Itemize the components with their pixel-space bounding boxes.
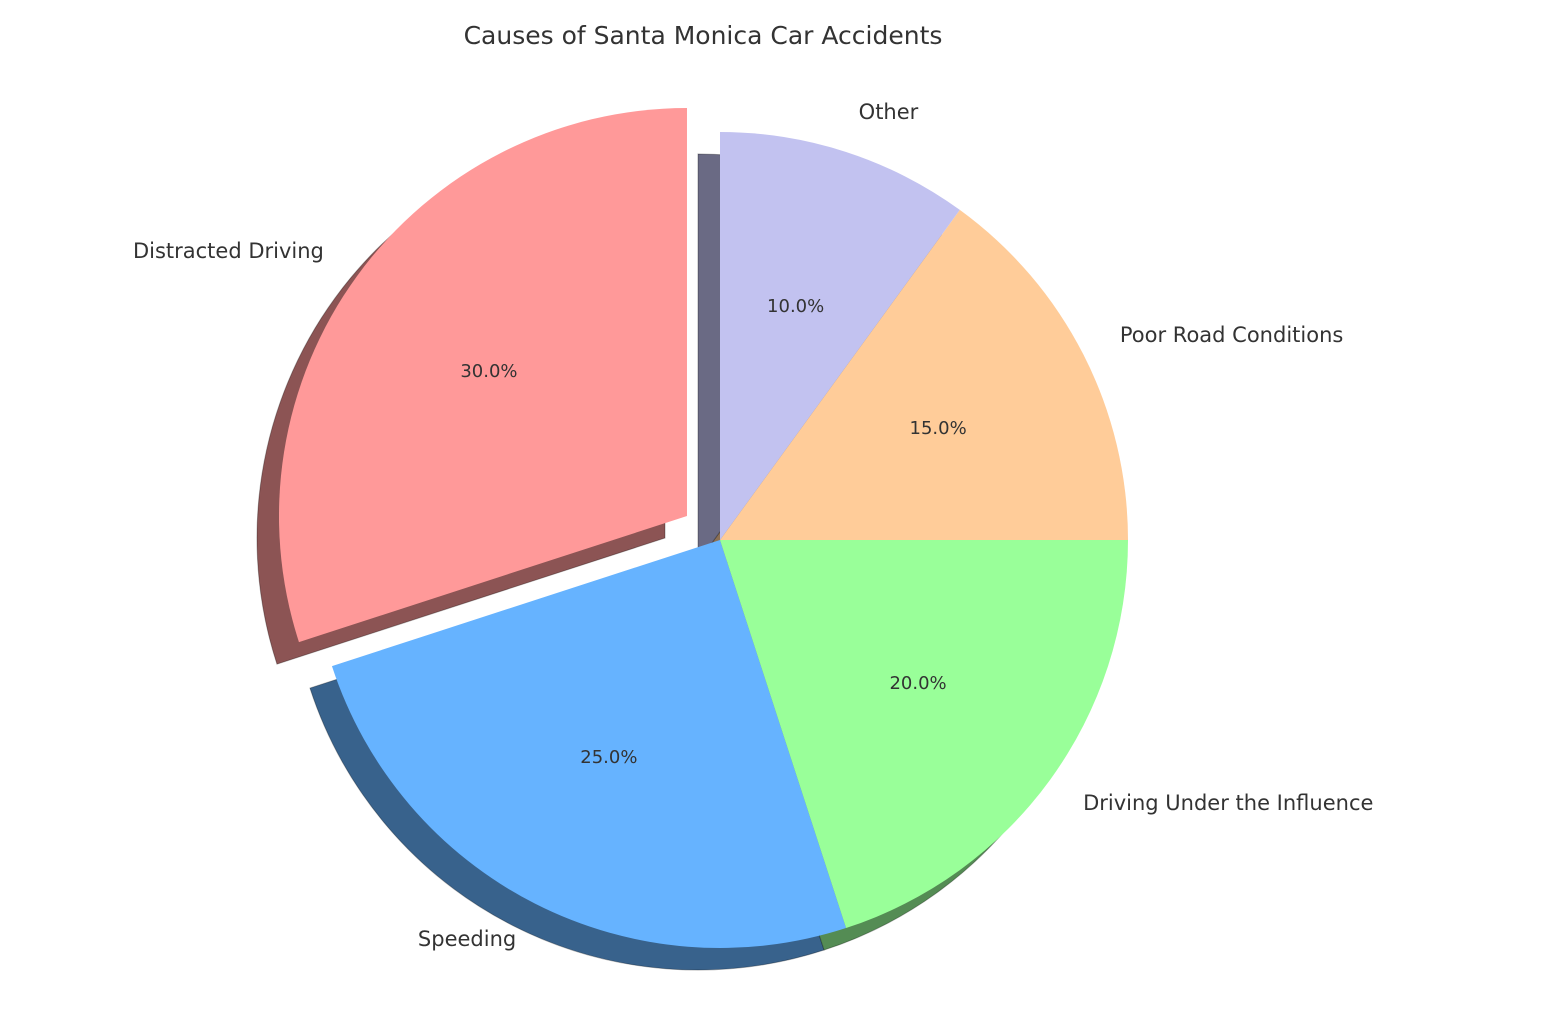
slice-label: Other: [859, 100, 919, 124]
value-label: 20.0%: [889, 673, 946, 694]
value-label: 10.0%: [767, 296, 824, 317]
slice-label: Driving Under the Influence: [1083, 791, 1373, 815]
chart-title: Causes of Santa Monica Car Accidents: [464, 21, 943, 50]
value-label: 30.0%: [460, 361, 517, 382]
wedge: [720, 132, 960, 540]
slice-label: Distracted Driving: [133, 239, 324, 263]
slice-label: Speeding: [418, 927, 516, 951]
slice-label: Poor Road Conditions: [1120, 323, 1343, 347]
wedge: [331, 540, 847, 948]
wedge: [278, 108, 687, 643]
value-label: 15.0%: [910, 418, 967, 439]
wedge: [720, 209, 1128, 540]
wedge: [720, 540, 1128, 929]
value-label: 25.0%: [580, 747, 637, 768]
